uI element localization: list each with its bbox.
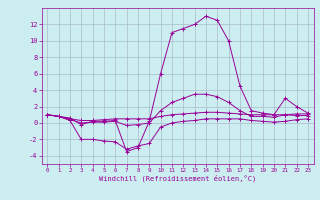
X-axis label: Windchill (Refroidissement éolien,°C): Windchill (Refroidissement éolien,°C) [99,175,256,182]
